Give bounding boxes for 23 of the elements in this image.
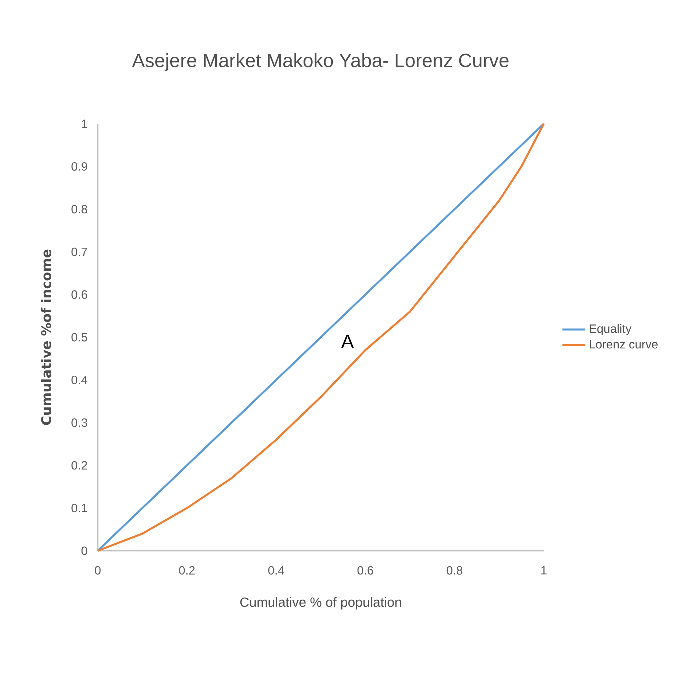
chart-title: Asejere Market Makoko Yaba- Lorenz Curve [132,53,509,72]
y-tick-label: 0.5 [72,333,88,342]
y-tick-label: 0.2 [72,461,88,470]
y-tick-label: 0.7 [72,248,88,256]
y-tick-label: 0.3 [72,418,88,428]
y-tick-label: 0.4 [72,376,88,384]
x-axis-title: Cumulative % of population [240,597,402,610]
x-tick-label: 0.8 [446,566,463,575]
y-tick-label: 0.8 [72,205,88,214]
legend-label: Equality [590,324,632,336]
x-tick-label: 1 [542,566,547,575]
annotation: A [341,335,354,348]
y-tick-label: 0 [82,546,88,556]
y-tick-label: 1 [82,120,88,128]
x-tick-label: 0.4 [268,566,284,575]
x-tick-label: 0 [95,566,101,575]
y-axis-title: Cumulative %of income [41,250,52,426]
x-tick-label: 0.6 [358,566,374,575]
y-tick-label: 0.1 [72,504,88,513]
x-tick-label: 0.2 [179,566,195,575]
y-tick-label: 0.9 [72,162,88,171]
y-tick-label: 0.6 [72,290,88,300]
legend-label: Lorenz curve [590,340,658,349]
